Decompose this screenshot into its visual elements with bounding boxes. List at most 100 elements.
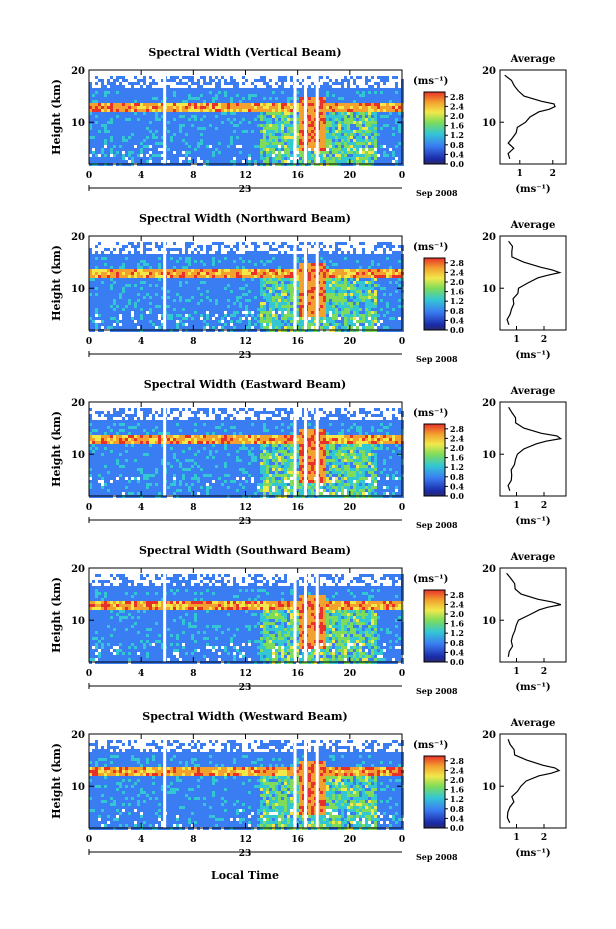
heatmap-cell (149, 94, 152, 97)
heatmap-cell (245, 136, 248, 139)
heatmap-cell (128, 136, 131, 139)
heatmap-cell (197, 103, 200, 106)
heatmap-cell (215, 299, 218, 302)
heatmap-cell (131, 97, 134, 100)
heatmap-cell (101, 100, 104, 103)
heatmap-cell (98, 266, 101, 269)
heatmap-cell (308, 269, 311, 272)
heatmap-cell (197, 320, 200, 323)
heatmap-cell (239, 157, 242, 160)
heatmap-cell (209, 323, 212, 326)
heatmap-cell (200, 148, 203, 151)
heatmap-cell (185, 308, 188, 311)
heatmap-cell (290, 257, 293, 260)
heatmap-cell (260, 157, 263, 160)
heatmap-cell (338, 160, 341, 163)
heatmap-cell (284, 130, 287, 133)
heatmap-cell (167, 254, 170, 257)
heatmap-cell (113, 278, 116, 281)
heatmap-cell (140, 109, 143, 112)
heatmap-cell (134, 91, 137, 94)
heatmap-cell (344, 112, 347, 115)
heatmap-cell (191, 94, 194, 97)
heatmap-cell (251, 124, 254, 127)
heatmap-cell (137, 293, 140, 296)
heatmap-cell (203, 118, 206, 121)
heatmap-cell (350, 136, 353, 139)
heatmap-cell (320, 139, 323, 142)
heatmap-cell (254, 293, 257, 296)
heatmap-cell (281, 124, 284, 127)
heatmap-cell (230, 88, 233, 91)
heatmap-cell (386, 97, 389, 100)
heatmap-cell (128, 94, 131, 97)
heatmap-cell (221, 115, 224, 118)
heatmap-cell (167, 109, 170, 112)
heatmap-cell (257, 305, 260, 308)
heatmap-cell (230, 82, 233, 85)
heatmap-cell (155, 308, 158, 311)
heatmap-cell (95, 154, 98, 157)
heatmap-cell (173, 260, 176, 263)
heatmap-cell (104, 305, 107, 308)
heatmap-cell (173, 281, 176, 284)
heatmap-cell (347, 100, 350, 103)
heatmap-cell (191, 251, 194, 254)
heatmap-cell (131, 112, 134, 115)
heatmap-cell (218, 106, 221, 109)
heatmap-cell (203, 124, 206, 127)
heatmap-cell (116, 254, 119, 257)
heatmap-cell (176, 266, 179, 269)
heatmap-cell (269, 272, 272, 275)
heatmap-cell (308, 139, 311, 142)
heatmap-cell (131, 293, 134, 296)
heatmap-cell (152, 97, 155, 100)
heatmap-cell (239, 142, 242, 145)
heatmap-cell (275, 254, 278, 257)
heatmap-cell (230, 127, 233, 130)
heatmap-cell (278, 136, 281, 139)
heatmap-cell (266, 251, 269, 254)
heatmap-cell (368, 97, 371, 100)
heatmap-cell (119, 275, 122, 278)
heatmap-cell (185, 127, 188, 130)
heatmap-cell (299, 248, 302, 251)
heatmap-cell (239, 263, 242, 266)
heatmap-cell (347, 148, 350, 151)
heatmap-cell (338, 157, 341, 160)
heatmap-cell (284, 272, 287, 275)
heatmap-cell (149, 248, 152, 251)
heatmap-cell (380, 118, 383, 121)
heatmap-cell (176, 308, 179, 311)
heatmap-cell (266, 263, 269, 266)
heatmap-cell (176, 160, 179, 163)
heatmap-cell (98, 281, 101, 284)
heatmap-cell (227, 118, 230, 121)
heatmap-cell (173, 79, 176, 82)
heatmap-cell (278, 287, 281, 290)
heatmap-cell (116, 103, 119, 106)
heatmap-cell (146, 248, 149, 251)
heatmap-cell (170, 136, 173, 139)
heatmap-cell (398, 154, 401, 157)
x-tick-label: 16 (291, 171, 304, 181)
heatmap-cell (353, 118, 356, 121)
heatmap-cell (173, 109, 176, 112)
heatmap-cell (236, 293, 239, 296)
heatmap-cell (335, 142, 338, 145)
heatmap-cell (119, 248, 122, 251)
heatmap-cell (260, 263, 263, 266)
heatmap-cell (365, 97, 368, 100)
heatmap-cell (374, 91, 377, 94)
heatmap-cell (386, 133, 389, 136)
heatmap-cell (209, 317, 212, 320)
heatmap-cell (224, 100, 227, 103)
heatmap-cell (290, 124, 293, 127)
heatmap-cell (116, 266, 119, 269)
heatmap-cell (185, 311, 188, 314)
heatmap-cell (371, 121, 374, 124)
heatmap-cell (257, 287, 260, 290)
heatmap-cell (134, 118, 137, 121)
heatmap-cell (152, 130, 155, 133)
heatmap-cell (218, 115, 221, 118)
